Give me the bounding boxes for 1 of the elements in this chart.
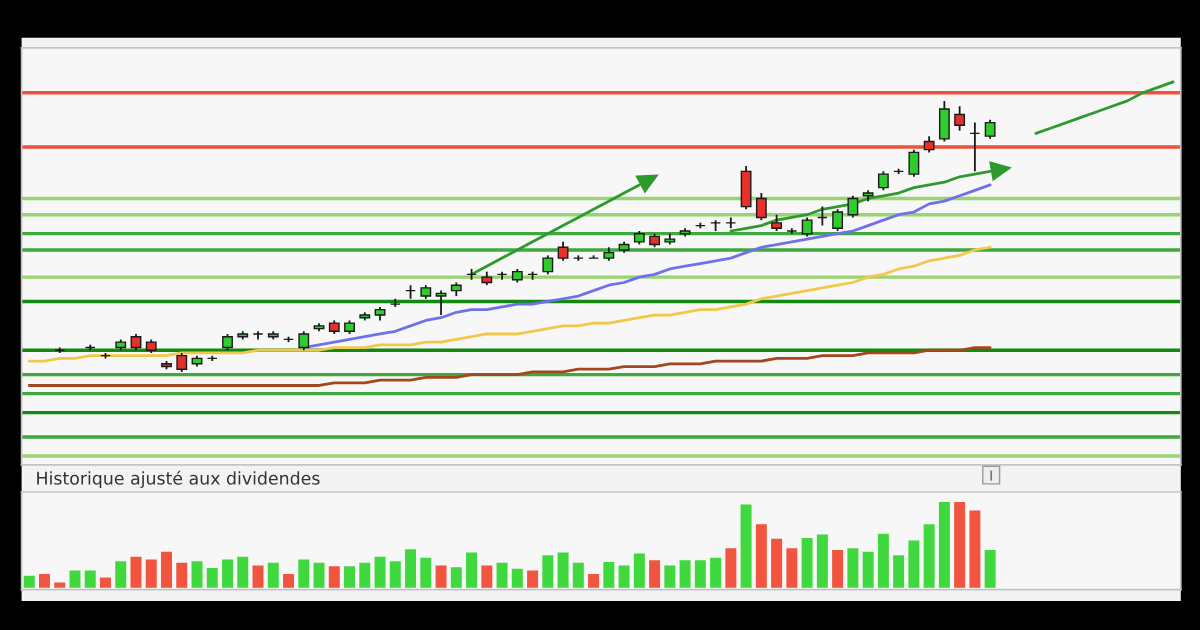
chart-title: Historique ajusté aux dividendes [37, 470, 320, 489]
